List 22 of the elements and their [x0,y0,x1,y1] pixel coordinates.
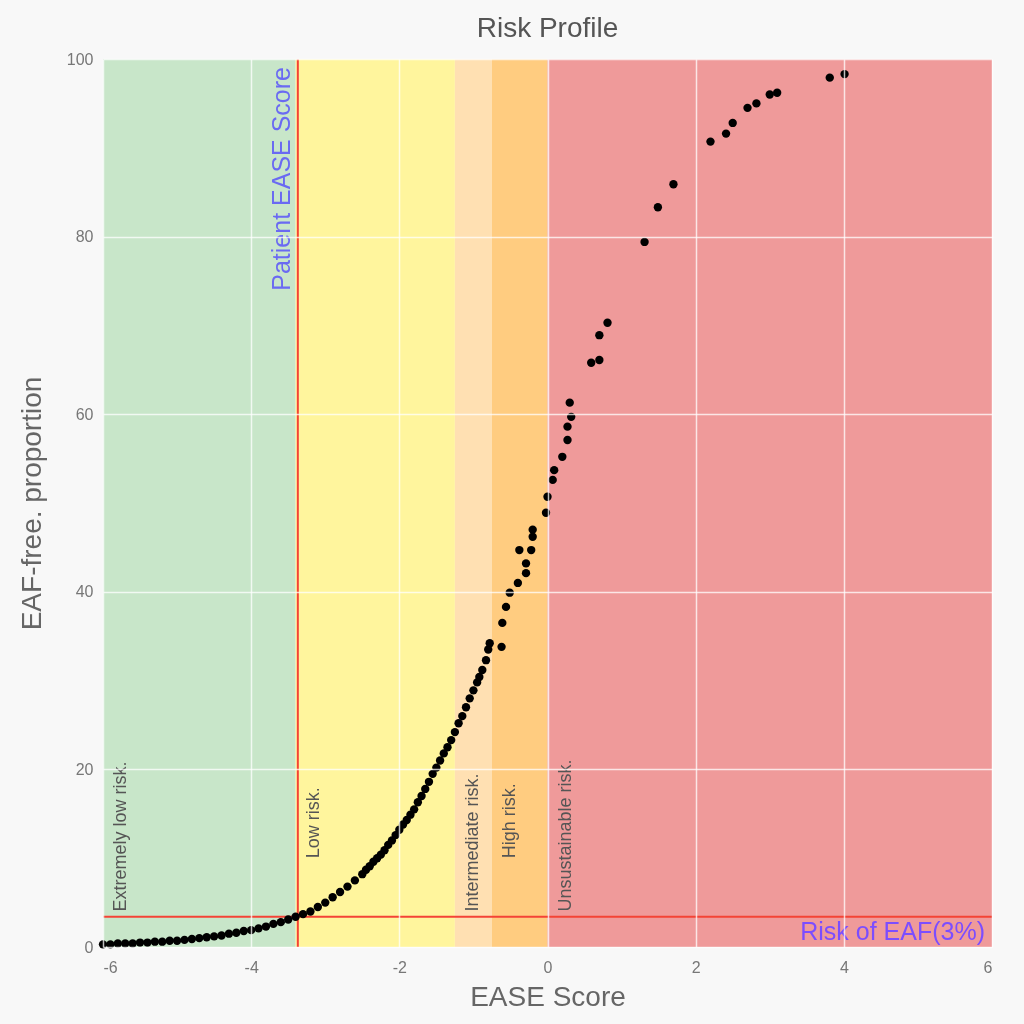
band-label: Intermediate risk. [461,773,482,912]
y-tick-label: 40 [75,583,94,601]
x-axis-title: EASE Score [470,980,626,1012]
ref-line-label: Patient EASE Score [266,67,295,291]
x-tick-label: 4 [839,958,849,976]
x-tick-label: 2 [691,958,701,976]
x-tick-label: 6 [983,958,993,976]
y-tick-label: 20 [75,760,94,778]
band-label: High risk. [498,783,519,859]
x-tick-label: -4 [244,958,259,976]
band-label: Unsustainable risk. [554,759,575,912]
x-tick-label: 0 [543,958,553,976]
y-tick-label: 100 [66,50,94,68]
chart-title: Risk Profile [476,12,619,43]
y-tick-label: 0 [84,938,94,956]
y-tick-label: 80 [75,228,94,246]
band-label: Low risk. [302,787,323,859]
x-tick-label: -2 [392,958,408,976]
x-tick-label: -6 [103,958,118,976]
y-tick-label: 60 [75,405,94,423]
band-label: Extremely low risk. [110,761,130,912]
y-axis-title: EAF-free. proportion [15,376,47,631]
